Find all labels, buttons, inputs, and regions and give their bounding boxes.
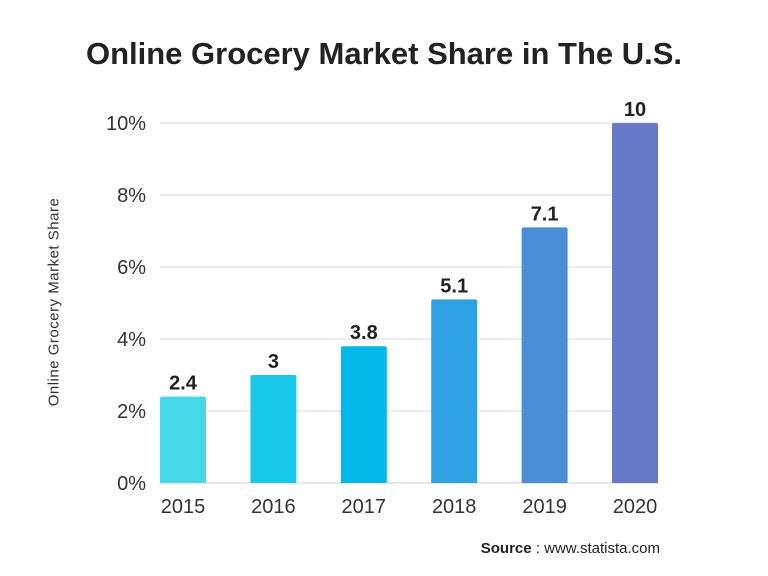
y-tick-label: 2% [117, 401, 146, 423]
source-label: Source [480, 540, 532, 557]
x-tick-label: 2019 [522, 496, 567, 518]
bar [340, 346, 387, 483]
bar [612, 123, 658, 483]
x-tick-label: 2018 [432, 496, 477, 518]
data-label: 3.8 [350, 322, 378, 344]
y-tick-label: 6% [117, 257, 146, 279]
y-tick-label: 8% [117, 185, 146, 207]
data-label: 5.1 [440, 275, 468, 297]
y-tick-label: 10% [106, 113, 146, 135]
x-tick-label: 2020 [613, 496, 658, 518]
bar [431, 299, 478, 483]
data-label: 3 [268, 351, 279, 373]
bar [250, 375, 297, 483]
data-label: 10 [624, 99, 646, 121]
x-tick-label: 2016 [251, 496, 296, 518]
bar [521, 227, 568, 483]
y-tick-label: 4% [117, 329, 146, 351]
source-text: : www.statista.com [531, 540, 660, 557]
x-tick-label: 2015 [161, 496, 206, 518]
chart-title: Online Grocery Market Share in The U.S. [85, 36, 683, 71]
data-label: 7.1 [531, 203, 559, 225]
data-label: 2.4 [169, 373, 198, 395]
source-note: Source : www.statista.com [481, 540, 660, 557]
y-tick-label: 0% [117, 473, 146, 495]
x-tick-label: 2017 [342, 496, 387, 518]
bar [160, 396, 206, 483]
